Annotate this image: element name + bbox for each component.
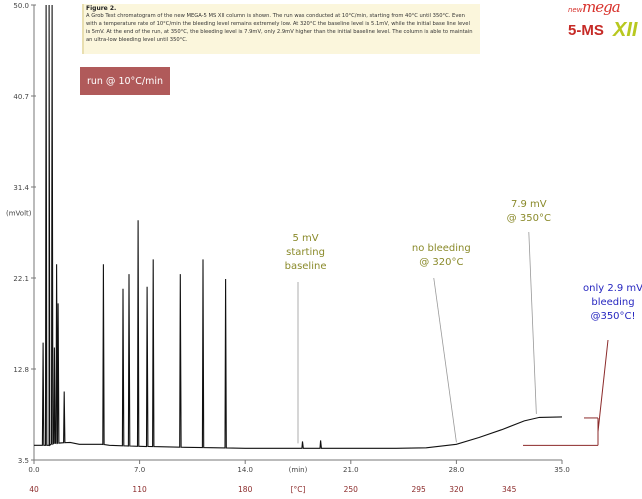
temp-tick-label: 110 [132, 485, 147, 494]
logo-brand-text: mega [582, 0, 621, 16]
annotation-text: only 2.9 mV [583, 283, 642, 294]
figure-caption-title: Figure 2. [86, 5, 117, 12]
x-tick-label: 0.0 [28, 466, 39, 474]
annotation-text: @350°C! [590, 311, 635, 322]
chromatogram-trace [34, 4, 563, 449]
bleed-bracket-pointer [597, 339, 609, 432]
annotation-text: no bleeding [412, 243, 471, 254]
annotation-text: bleeding [591, 297, 634, 308]
logo-suffix-text: XII [613, 19, 638, 41]
x-tick-label: 21.0 [343, 466, 359, 474]
y-tick-label: 3.5 [18, 457, 29, 465]
figure-caption-text: A Grob Test chromatogram of the new MEGA… [86, 13, 473, 43]
annotation-text: 7.9 mV [511, 199, 547, 210]
y-axis-label: (mVolt) [6, 209, 32, 217]
y-tick-label: 12.8 [13, 366, 29, 374]
x-tick-label: 14.0 [237, 466, 253, 474]
temp-axis-label: [°C] [291, 485, 306, 494]
temp-tick-label: 320 [449, 485, 464, 494]
temp-tick-label: 250 [344, 485, 359, 494]
logo-new-text: new [568, 6, 583, 14]
temp-tick-label: 345 [502, 485, 517, 494]
annotation-text: @ 350°C [507, 213, 551, 224]
figure-caption [82, 4, 480, 54]
annotation-leader [433, 277, 457, 443]
x-tick-label: 35.0 [554, 466, 570, 474]
logo-model-text: 5-MS [568, 22, 604, 39]
temp-tick-label: 40 [29, 485, 39, 494]
x-axis-label: (min) [289, 466, 308, 474]
y-tick-label: 50.0 [13, 2, 29, 10]
temp-tick-label: 180 [238, 485, 253, 494]
annotation-text: @ 320°C [419, 257, 463, 268]
y-tick-label: 40.7 [13, 93, 29, 101]
temp-tick-label: 295 [412, 485, 427, 494]
x-tick-label: 7.0 [134, 466, 145, 474]
annotation-leader [528, 231, 537, 414]
y-tick-label: 22.1 [13, 275, 29, 283]
annotation-text: starting [286, 247, 325, 258]
run-rate-badge: run @ 10°C/min [80, 67, 170, 95]
mega-logo: new mega 5-MS XII [568, 0, 642, 48]
annotation-text: baseline [285, 261, 327, 272]
y-tick-label: 31.4 [13, 184, 29, 192]
x-tick-label: 28.0 [449, 466, 465, 474]
annotation-text: 5 mV [292, 233, 318, 244]
